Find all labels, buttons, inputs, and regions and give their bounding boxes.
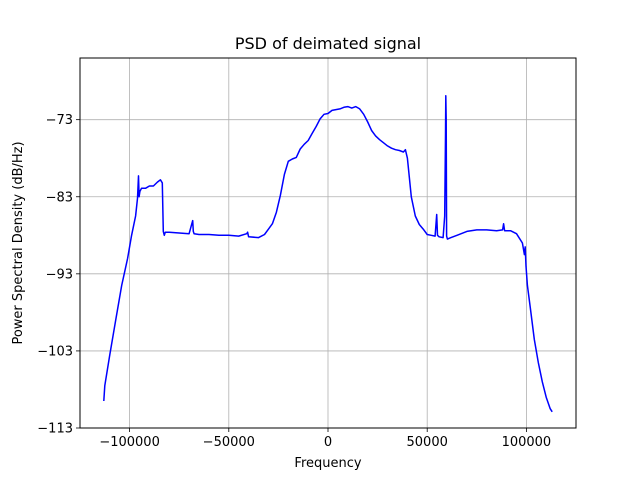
chart-title: PSD of deimated signal	[235, 34, 421, 53]
y-axis-label: Power Spectral Density (dB/Hz)	[11, 141, 26, 344]
data-series	[103, 95, 553, 413]
y-tick-label: −113	[37, 422, 73, 437]
y-tick-label: −93	[46, 267, 73, 282]
y-tick-label: −83	[46, 190, 73, 205]
x-tick-label: −100000	[99, 435, 160, 450]
x-axis-label: Frequency	[294, 456, 361, 471]
x-tick-label: 50000	[407, 435, 448, 450]
x-tick-label: 0	[324, 435, 332, 450]
y-tick-label: −103	[37, 344, 73, 359]
axis-ticks: −100000 −50000 0 50000 100000 −113 −103 −93 −83 −…	[37, 113, 551, 450]
y-tick-label: −73	[46, 113, 73, 128]
x-tick-label: −50000	[203, 435, 255, 450]
x-tick-label: 100000	[502, 435, 552, 450]
psd-series-line	[103, 95, 553, 413]
